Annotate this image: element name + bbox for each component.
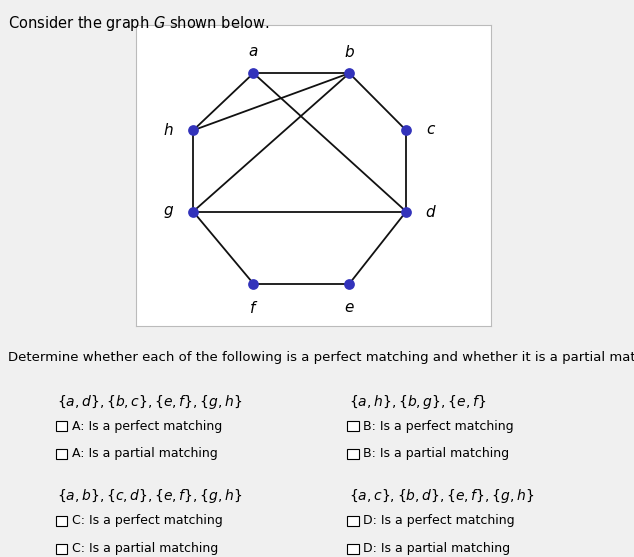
Point [249, 279, 259, 288]
Point [188, 126, 198, 135]
Text: $d$: $d$ [425, 203, 437, 219]
Text: $f$: $f$ [249, 300, 258, 316]
Text: $\{a, b\}, \{c, d\}, \{e, f\}, \{g, h\}$: $\{a, b\}, \{c, d\}, \{e, f\}, \{g, h\}$ [57, 487, 243, 505]
Text: $b$: $b$ [344, 44, 355, 60]
Point [344, 279, 354, 288]
Point [401, 126, 411, 135]
Text: C: Is a perfect matching: C: Is a perfect matching [72, 514, 223, 527]
Text: $a$: $a$ [249, 45, 259, 59]
Point [249, 69, 259, 77]
Text: A: Is a perfect matching: A: Is a perfect matching [72, 419, 222, 433]
Text: $e$: $e$ [344, 301, 354, 315]
Point [188, 207, 198, 216]
Text: Consider the graph $G$ shown below.: Consider the graph $G$ shown below. [8, 14, 269, 33]
Text: D: Is a partial matching: D: Is a partial matching [363, 542, 510, 555]
Text: $\{a, d\}, \{b, c\}, \{e, f\}, \{g, h\}$: $\{a, d\}, \{b, c\}, \{e, f\}, \{g, h\}$ [57, 393, 243, 411]
Text: B: Is a perfect matching: B: Is a perfect matching [363, 419, 514, 433]
Text: $g$: $g$ [163, 203, 174, 219]
Text: $\{a, h\}, \{b, g\}, \{e, f\}$: $\{a, h\}, \{b, g\}, \{e, f\}$ [349, 393, 486, 411]
Text: Determine whether each of the following is a perfect matching and whether it is : Determine whether each of the following … [8, 351, 634, 364]
Text: $c$: $c$ [426, 123, 436, 138]
Text: B: Is a partial matching: B: Is a partial matching [363, 447, 509, 461]
Text: $h$: $h$ [163, 123, 174, 138]
Text: A: Is a partial matching: A: Is a partial matching [72, 447, 217, 461]
Point [344, 69, 354, 77]
Text: C: Is a partial matching: C: Is a partial matching [72, 542, 218, 555]
Text: D: Is a perfect matching: D: Is a perfect matching [363, 514, 515, 527]
Point [401, 207, 411, 216]
Text: $\{a, c\}, \{b, d\}, \{e, f\}, \{g, h\}$: $\{a, c\}, \{b, d\}, \{e, f\}, \{g, h\}$ [349, 487, 534, 505]
